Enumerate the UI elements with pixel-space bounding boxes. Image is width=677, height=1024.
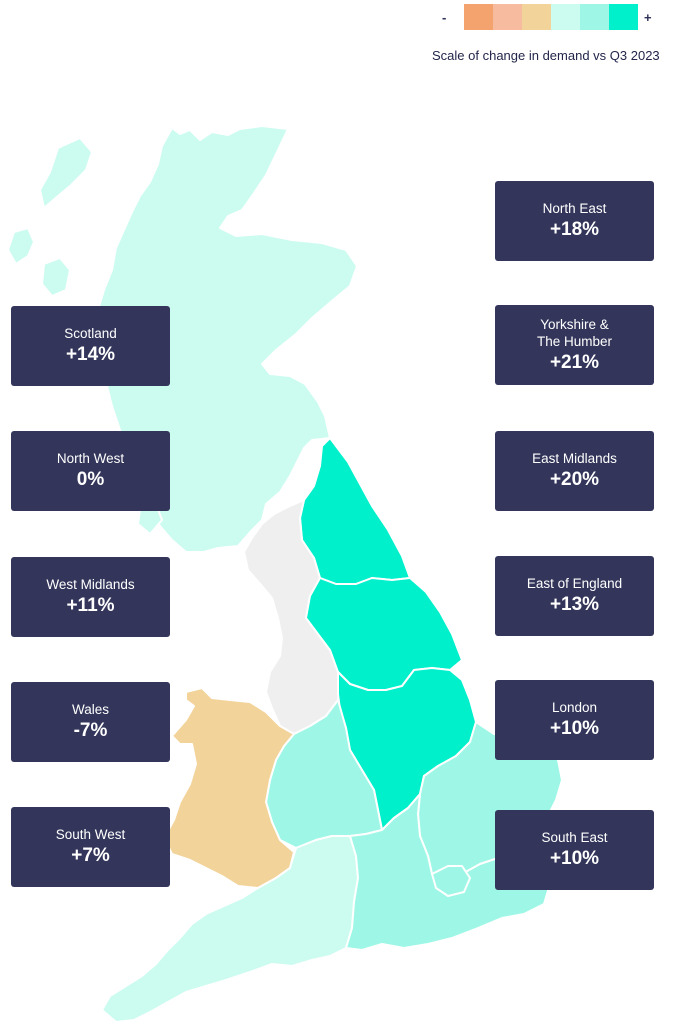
legend-plus-label: + — [644, 10, 652, 25]
legend: - + Scale of change in demand vs Q3 2023 — [430, 4, 670, 64]
region-card-yorkshire-humber: Yorkshire & The Humber +21% — [495, 305, 654, 385]
legend-swatch — [493, 4, 522, 30]
region-value: +13% — [549, 594, 600, 615]
region-name: East of England — [526, 576, 623, 591]
region-value: +20% — [549, 469, 600, 490]
region-name: Scotland — [64, 326, 117, 341]
legend-minus-label: - — [442, 10, 447, 25]
legend-scale — [464, 4, 638, 30]
region-name: East Midlands — [532, 451, 617, 466]
region-value: +11% — [66, 595, 115, 616]
region-card-wales: Wales -7% — [11, 682, 170, 762]
legend-swatch — [551, 4, 580, 30]
region-value: +14% — [65, 344, 116, 365]
region-name: Yorkshire & The Humber — [536, 316, 613, 349]
region-name: North West — [56, 451, 125, 466]
region-card-london: London +10% — [495, 680, 654, 760]
region-value: 0% — [76, 469, 105, 490]
region-card-east-of-england: East of England +13% — [495, 556, 654, 636]
region-name: South West — [55, 827, 126, 842]
region-value: +21% — [549, 351, 600, 373]
region-card-south-east: South East +10% — [495, 810, 654, 890]
legend-swatch — [609, 4, 638, 30]
region-south-east[interactable] — [345, 793, 551, 951]
region-name: North East — [542, 201, 607, 216]
region-card-scotland: Scotland +14% — [11, 306, 170, 386]
region-name: West Midlands — [46, 577, 135, 592]
region-value: +7% — [71, 845, 110, 866]
region-card-west-midlands: West Midlands +11% — [11, 557, 170, 637]
region-card-north-west: North West 0% — [11, 431, 170, 511]
region-card-north-east: North East +18% — [495, 181, 654, 261]
region-scotland[interactable] — [7, 227, 35, 265]
region-name: South East — [541, 830, 608, 845]
region-value: +10% — [549, 718, 600, 739]
legend-swatch — [580, 4, 609, 30]
legend-swatch — [464, 4, 493, 30]
region-north-east[interactable] — [299, 437, 411, 585]
region-scotland[interactable] — [39, 137, 93, 209]
legend-caption: Scale of change in demand vs Q3 2023 — [432, 48, 660, 63]
region-london[interactable] — [431, 865, 471, 897]
region-name: Wales — [71, 702, 109, 717]
legend-swatch — [522, 4, 551, 30]
region-card-south-west: South West +7% — [11, 807, 170, 887]
region-name: London — [551, 700, 598, 715]
region-card-east-midlands: East Midlands +20% — [495, 431, 654, 511]
region-value: +10% — [549, 848, 600, 869]
region-scotland[interactable] — [41, 257, 71, 297]
region-value: +18% — [549, 219, 600, 240]
region-value: -7% — [73, 720, 108, 741]
